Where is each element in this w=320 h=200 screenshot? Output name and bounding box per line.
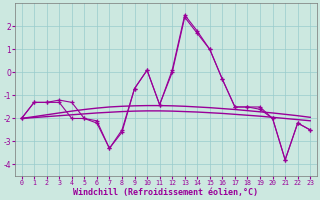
X-axis label: Windchill (Refroidissement éolien,°C): Windchill (Refroidissement éolien,°C) [73,188,258,197]
